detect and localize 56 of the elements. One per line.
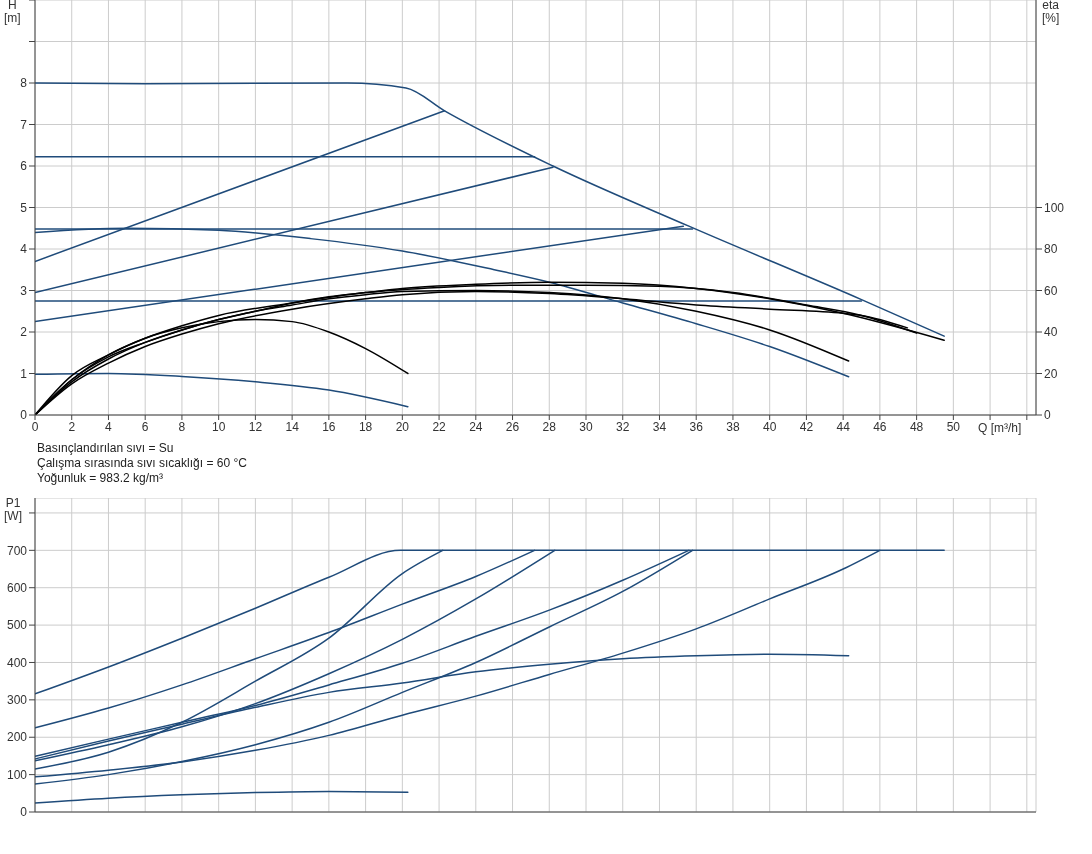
y2-tick-label: 20 — [1044, 366, 1058, 381]
x-tick-label: 50 — [946, 419, 961, 434]
x-tick-label: 28 — [542, 419, 557, 434]
y2-tick-label: 100 — [1044, 200, 1065, 215]
y-tick-label: 2 — [20, 325, 28, 340]
y-tick-label: 300 — [6, 693, 28, 708]
x-tick-label: 6 — [141, 419, 149, 434]
x-tick-label: 26 — [505, 419, 520, 434]
y-tick-label: 3 — [20, 283, 28, 298]
y-tick-label: 100 — [6, 767, 28, 782]
text: Çalışma sırasında sıvı sıcaklığı = 60 °C — [37, 456, 247, 471]
x-tick-label: 22 — [432, 419, 447, 434]
y-tick-label: 600 — [6, 580, 28, 595]
y2-tick-label: 0 — [1044, 408, 1051, 423]
x-tick-label: 12 — [248, 419, 263, 434]
x-tick-label: 38 — [726, 419, 740, 434]
x-tick-label: 36 — [689, 419, 704, 434]
x-tick-label: 46 — [873, 419, 887, 434]
text: Basınçlandırılan sıvı = Su — [37, 441, 175, 456]
y-tick-label: 0 — [20, 805, 28, 820]
x-tick-label: 30 — [579, 419, 593, 434]
x-tick-label: 14 — [285, 419, 300, 434]
x-tick-label: 2 — [68, 419, 76, 434]
x-tick-label: 18 — [358, 419, 373, 434]
x-tick-label: 20 — [395, 419, 410, 434]
x-axis-title: Q [m³/h] — [978, 421, 1022, 435]
y2-tick-label: 60 — [1044, 283, 1058, 298]
y-tick-label: 700 — [6, 543, 28, 558]
y-tick-label: 5 — [20, 200, 28, 215]
y-axis-title: H [m] — [4, 0, 21, 25]
y-tick-label: 500 — [6, 618, 28, 633]
y-tick-label: 7 — [20, 117, 28, 132]
x-tick-label: 10 — [211, 419, 226, 434]
x-tick-label: 40 — [763, 419, 777, 434]
x-tick-label: 42 — [799, 419, 814, 434]
y-tick-label: 200 — [6, 730, 28, 745]
y-axis-title: P1 [W] — [4, 496, 22, 523]
text: Yoğunluk = 983.2 kg/m³ — [37, 471, 164, 486]
y-tick-label: 8 — [20, 76, 28, 91]
x-tick-label: 24 — [469, 419, 483, 434]
y-tick-label: 400 — [6, 655, 28, 670]
y-tick-label: 0 — [20, 408, 28, 423]
y2-tick-label: 80 — [1044, 242, 1058, 257]
y2-tick-label: 40 — [1044, 325, 1058, 340]
y2-axis-title: eta [%] — [1042, 0, 1060, 25]
y-tick-label: 1 — [20, 366, 28, 381]
x-tick-label: 0 — [31, 419, 39, 434]
x-tick-label: 16 — [322, 419, 336, 434]
x-tick-label: 8 — [178, 419, 186, 434]
x-tick-label: 34 — [652, 419, 667, 434]
x-tick-label: 32 — [616, 419, 630, 434]
y-tick-label: 4 — [20, 242, 28, 257]
y-tick-label: 6 — [20, 159, 28, 174]
x-tick-label: 44 — [836, 419, 851, 434]
x-tick-label: 48 — [909, 419, 924, 434]
x-tick-label: 4 — [105, 419, 113, 434]
